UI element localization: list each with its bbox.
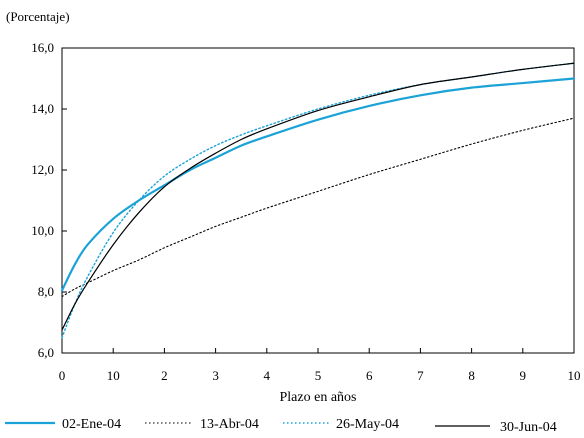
legend: 02-Ene-04 13-Abr-04 26-May-04 30-Jun-04 [5,417,557,435]
series-line-4 [61,62,575,331]
y-tick-label: 8,0 [38,284,54,299]
y-tick-label: 6,0 [38,345,54,360]
x-tick-label: 2 [161,368,168,383]
x-tick-label: 4 [264,368,271,383]
x-tick-label: 8 [468,368,475,383]
x-tick-label: 10 [568,368,581,383]
y-tick-label: 16,0 [31,40,54,55]
x-tick-label: 10 [107,368,120,383]
legend-label-2: 13-Abr-04 [200,417,259,432]
y-tick-label: 12,0 [31,162,54,177]
x-tick-label: 6 [366,368,373,383]
unit-label: (Porcentaje) [6,9,70,24]
legend-label-1: 02-Ene-04 [62,417,121,432]
x-tick-label: 5 [315,368,322,383]
y-tick-label: 14,0 [31,101,54,116]
x-tick-label: 0 [59,368,66,383]
series-lines [60,62,576,339]
x-axis-title: Plazo en años [280,390,357,405]
x-tick-label: 9 [520,368,527,383]
legend-label-3: 26-May-04 [336,417,399,432]
y-axis: 6,0 8,0 10,0 12,0 14,0 16,0 [31,40,67,360]
x-tick-label: 3 [212,368,219,383]
series-line-2 [61,117,575,298]
y-tick-label: 10,0 [31,223,54,238]
x-tick-label: 7 [417,368,424,383]
legend-label-4: 30-Jun-04 [500,420,557,433]
series-line-1 [60,77,576,292]
x-axis: 0 10 2 3 4 5 6 7 8 9 10 [59,348,581,383]
